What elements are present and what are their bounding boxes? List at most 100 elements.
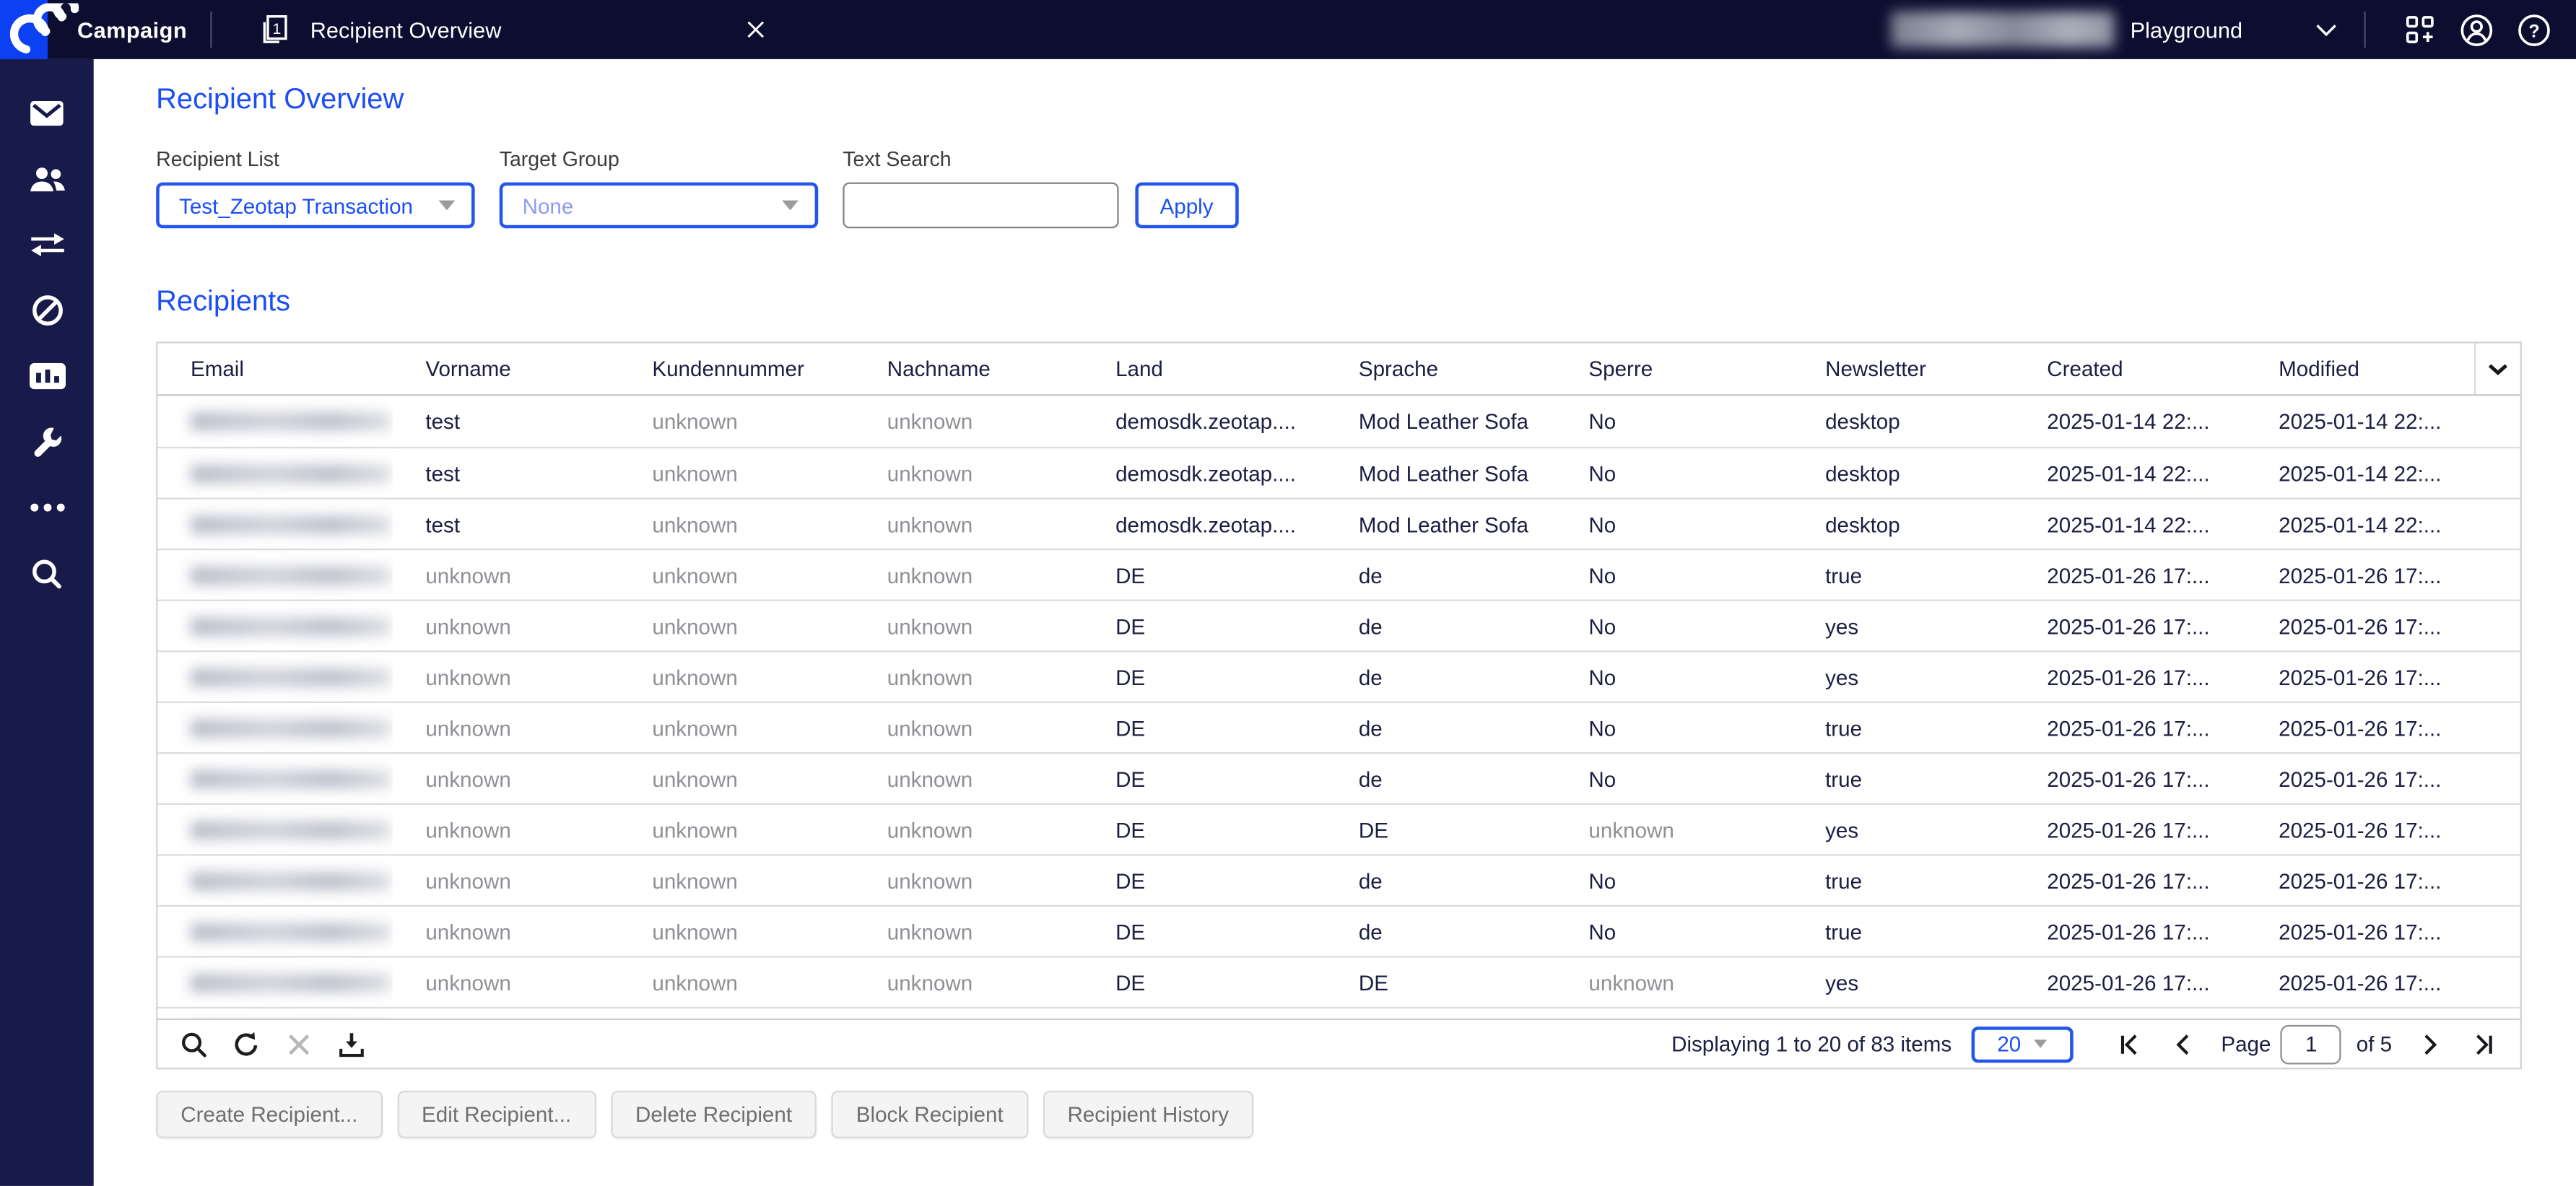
sidebar-item-more[interactable] [0,475,94,541]
table-search-button[interactable] [175,1026,212,1062]
account-button[interactable] [2459,12,2494,47]
cell-nachname: unknown [887,766,973,791]
cell-nachname: unknown [854,1008,1082,1019]
table-row[interactable]: unknown unknown unknown DE de No yes 2025-01-26… [157,599,2520,651]
column-header-sperre[interactable]: Sperre [1588,356,1653,381]
cell-vorname: test [425,409,461,434]
cell-vorname: unknown [425,868,511,893]
page-number-input[interactable] [2281,1024,2342,1064]
cell-created: 2025-01-26 17:... [2047,868,2210,893]
table-refresh-button[interactable] [228,1026,264,1062]
block-recipient-button[interactable]: Block Recipient [831,1090,1028,1138]
table-row[interactable]: unknown unknown unknown DE DE unknown yes 2025-… [157,956,2520,1007]
sidebar-item-email[interactable] [0,80,94,146]
cell-modified: 2025-01-14 22:... [2279,409,2442,434]
cell-email-redacted [157,448,392,497]
table-row[interactable]: test unknown unknown demosdk.zeotap.... Mod … [157,396,2520,447]
column-header-newsletter[interactable]: Newsletter [1825,356,1926,381]
table-download-button[interactable] [334,1026,370,1062]
column-header-nachname[interactable]: Nachname [887,356,991,381]
sidebar-item-blocklist[interactable] [0,278,94,344]
cell-land: DE [1115,919,1146,944]
cell-sprache: de [1358,766,1383,791]
refresh-icon [235,1031,258,1055]
cell-nachname: unknown [887,969,973,995]
column-header-email[interactable]: Email [190,356,244,381]
text-search-input[interactable] [843,182,1119,229]
cell-sprache: de [1358,613,1383,639]
first-page-button[interactable] [2112,1027,2146,1060]
workspace-switcher[interactable] [2315,22,2338,37]
cell-email-redacted [157,1008,392,1019]
page-size-select[interactable]: 20 [1971,1026,2074,1063]
sidebar-item-statistics[interactable] [0,344,94,409]
recipient-history-button[interactable]: Recipient History [1043,1090,1254,1138]
cell-newsletter: true [1793,1008,2014,1019]
table-row[interactable]: unknownunknownunknownDEdeNotrue2025-01-2… [157,1006,2520,1019]
column-header-sprache[interactable]: Sprache [1358,356,1439,381]
cell-newsletter: true [1825,766,1863,791]
cell-sperre: No [1588,461,1616,486]
chevron-right-icon [2424,1034,2437,1055]
brand-logo[interactable] [0,0,79,59]
cell-created: 2025-01-26 17:... [2047,562,2210,588]
table-row[interactable]: unknown unknown unknown DE de No yes 2025-01-26… [157,650,2520,702]
people-icon [29,166,64,191]
cell-sperre: No [1588,919,1616,944]
sidebar-item-search[interactable] [0,541,94,606]
cell-land: demosdk.zeotap.... [1115,511,1297,536]
column-header-vorname[interactable]: Vorname [425,356,511,381]
cell-created: 2025-01-26 17:... [2047,715,2210,741]
column-header-land[interactable]: Land [1115,356,1163,381]
cell-vorname: unknown [425,664,511,689]
cell-kundennummer: unknown [652,817,738,842]
cell-nachname: unknown [887,868,973,893]
target-group-select[interactable]: None [499,182,819,229]
cell-sperre: No [1588,766,1616,791]
table-clear-button [281,1026,317,1062]
column-header-modified[interactable]: Modified [2279,356,2359,381]
table-row[interactable]: unknown unknown unknown DE DE unknown yes 2025-… [157,803,2520,855]
cell-vorname: unknown [425,919,511,944]
cell-email-redacted [157,754,392,803]
sidebar-nav [0,58,94,1186]
apps-grid-button[interactable] [2402,12,2437,47]
cell-sprache: de [1358,715,1383,741]
create-recipient-button[interactable]: Create Recipient... [156,1090,383,1138]
apply-button[interactable]: Apply [1135,182,1238,229]
tab-close-button[interactable] [734,0,777,59]
table-row[interactable]: test unknown unknown demosdk.zeotap.... Mod … [157,497,2520,549]
help-button[interactable]: ? [2517,12,2551,47]
sidebar-item-audience[interactable] [0,147,94,212]
next-page-button[interactable] [2415,1027,2448,1060]
cell-nachname: unknown [887,664,973,689]
cell-created: 2025-01-26 17:... [2047,817,2210,842]
cell-modified: 2025-01-26 17:... [2279,562,2442,588]
table-row[interactable]: test unknown unknown demosdk.zeotap.... Mod … [157,446,2520,498]
cell-nachname: unknown [887,613,973,639]
cell-sperre: No [1588,613,1616,639]
cell-sperre: No [1588,511,1616,536]
cell-kundennummer: unknown [652,562,738,588]
sidebar-item-data-transfer[interactable] [0,212,94,278]
pagination: Displaying 1 to 20 of 83 items 20 [1671,1024,2520,1064]
sidebar-item-administration[interactable] [0,409,94,475]
cell-sperre: No [1588,409,1616,434]
column-header-kundennummer[interactable]: Kundennummer [652,356,804,381]
recipient-list-select[interactable]: Test_Zeotap Transaction [156,182,475,229]
delete-recipient-button[interactable]: Delete Recipient [610,1090,817,1138]
cell-created: 2025-01-26 17:... [2014,1008,2246,1019]
tab-recipient-overview[interactable]: 1 Recipient Overview [235,0,777,59]
previous-page-button[interactable] [2165,1027,2198,1060]
cell-newsletter: yes [1825,969,1859,995]
last-page-button[interactable] [2468,1027,2501,1060]
column-chooser-button[interactable] [2473,343,2520,395]
edit-recipient-button[interactable]: Edit Recipient... [396,1090,596,1138]
mail-icon [30,100,64,126]
column-header-created[interactable]: Created [2047,356,2123,381]
